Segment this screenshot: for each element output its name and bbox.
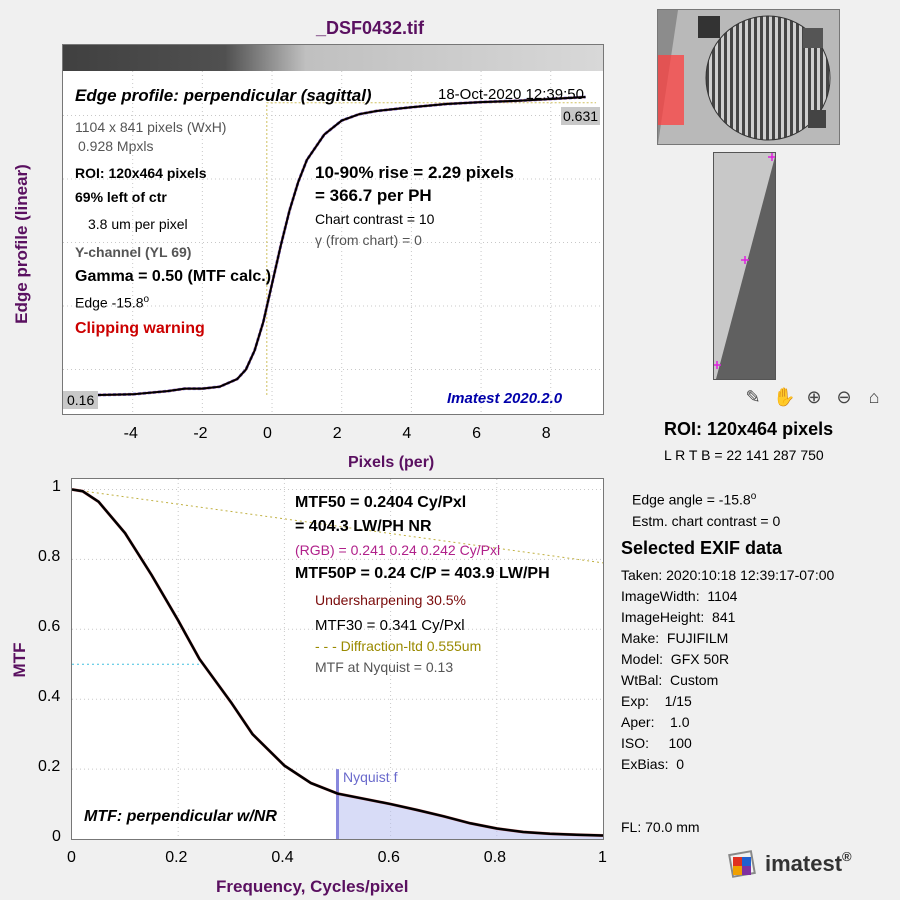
mtf-plot[interactable] <box>71 478 604 840</box>
exif-row: Model: GFX 50R <box>621 651 730 667</box>
edge-xtick-label: 4 <box>402 425 412 442</box>
mtf-ytick-label: 0 <box>52 828 61 845</box>
exif-row: Exp: 1/15 <box>621 693 692 709</box>
mtf-ylabel: MTF <box>10 642 29 678</box>
exif-row: WtBal: Custom <box>621 672 719 688</box>
edge-series-line <box>63 96 586 396</box>
edge-xtick-label: -4 <box>123 425 138 442</box>
imatest-logo-icon <box>728 850 756 878</box>
nyquist-shaded-area <box>337 793 603 839</box>
mtf-diffraction-line <box>72 488 603 564</box>
chart-thumbnail[interactable] <box>657 9 840 145</box>
degree-sup: o <box>143 294 150 305</box>
mtf-xtick-label: 0 <box>67 849 76 866</box>
estm-contrast: Estm. chart contrast = 0 <box>632 513 781 529</box>
mtf-ytick-label: 1 <box>52 478 61 496</box>
zoom-in-icon[interactable]: ⊕ <box>806 387 822 407</box>
exif-row: ImageWidth: 1104 <box>621 588 738 604</box>
chart-contrast: Chart contrast = 10 <box>315 211 435 227</box>
exif-row: Make: FUJIFILM <box>621 630 729 646</box>
roi-strip[interactable] <box>713 152 776 380</box>
edge-angle: Edge angle = -15.8o <box>632 491 756 508</box>
undersharpening: Undersharpening 30.5% <box>315 592 466 608</box>
diffraction-limit: - - - Diffraction-ltd 0.555um <box>315 638 482 654</box>
mtf-xtick-label: 0.2 <box>165 849 188 866</box>
gradient-bar <box>63 45 603 71</box>
gamma-from-chart-text: (from chart) = 0 <box>325 232 422 248</box>
edit-icon[interactable]: ✎ <box>745 387 761 407</box>
exif-heading: Selected EXIF data <box>621 538 783 558</box>
edge-ylabel: Edge profile (linear) <box>12 164 31 324</box>
rise-per-ph: = 366.7 per PH <box>315 186 432 205</box>
gamma-symbol: γ <box>315 232 322 248</box>
clipping-warning: Clipping warning <box>75 320 205 337</box>
logo-text: imatest <box>765 851 843 876</box>
edge-xtick-label: 8 <box>541 425 551 442</box>
um-per-pixel: 3.8 um per pixel <box>88 216 188 232</box>
edge-xlabel: Pixels (per) <box>348 454 435 471</box>
mtf-xlabel: Frequency, Cycles/pixel <box>216 877 409 896</box>
mtf-series-line <box>72 488 603 837</box>
gamma-info: Gamma = 0.50 (MTF calc.) <box>75 268 272 285</box>
mtf-xtick-label: 1 <box>598 849 607 866</box>
exif-row: ImageHeight: 841 <box>621 609 736 625</box>
edge-xtick-label: 0 <box>263 425 272 442</box>
mtf-svg <box>72 479 603 839</box>
mtf-ytick-label: 0.6 <box>38 618 61 636</box>
mtf-xtick-label: 0.4 <box>271 849 294 866</box>
mtf50-rgb: (RGB) = 0.241 0.24 0.242 Cy/Pxl <box>295 542 501 558</box>
pan-icon[interactable]: ✋ <box>773 387 796 407</box>
edge-profile-svg <box>63 71 603 414</box>
nyquist-label: Nyquist f <box>343 769 398 785</box>
edge-xtick-label: 6 <box>472 425 481 442</box>
edge-angle-value: Edge angle = -15.8 <box>632 491 751 508</box>
logo-reg: ® <box>842 849 852 864</box>
mtf-ytick-label: 0.4 <box>38 688 61 706</box>
mtf50p-value: MTF50P = 0.24 C/P = 403.9 LW/PH <box>295 565 550 582</box>
edge-timestamp: 18-Oct-2020 12:39:50 <box>438 86 584 103</box>
edge-angle-sup: o <box>750 491 757 502</box>
imatest-version: Imatest 2020.2.0 <box>447 390 563 407</box>
zoom-out-icon[interactable]: ⊖ <box>836 387 852 407</box>
exif-row: Taken: 2020:10:18 12:39:17-07:00 <box>621 567 835 583</box>
level-low-label: 0.16 <box>63 391 99 409</box>
image-dims: 1104 x 841 pixels (WxH) <box>75 119 227 135</box>
roi-strip-svg <box>714 153 775 379</box>
file-title: _DSF0432.tif <box>315 18 425 38</box>
edge-angle-info: Edge -15.8o <box>75 294 149 311</box>
exif-row: ExBias: 0 <box>621 756 685 772</box>
mtf-xtick-label: 0.6 <box>377 849 400 866</box>
thumbnail-svg <box>658 10 839 144</box>
edge-heading: Edge profile: perpendicular (sagittal) <box>75 86 372 105</box>
mtf-heading: MTF: perpendicular w/NR <box>84 808 277 825</box>
exif-row: ISO: 100 <box>621 735 692 751</box>
edge-xtick-label: 2 <box>332 425 342 442</box>
exif-fl: FL: 70.0 mm <box>621 819 700 835</box>
roi-title: ROI: 120x464 pixels <box>664 419 834 439</box>
edge-xtick-label: -2 <box>193 425 208 442</box>
edge-angle-text: Edge -15.8 <box>75 294 144 311</box>
mtf-ytick-label: 0.2 <box>38 758 61 776</box>
mtf-ytick-label: 0.8 <box>38 548 61 566</box>
rise-distance: 10-90% rise = 2.29 pixels <box>315 163 514 182</box>
home-icon[interactable]: ⌂ <box>868 387 880 407</box>
mtf-xtick-label: 0.8 <box>483 849 507 866</box>
megapixels: 0.928 Mpxls <box>78 138 154 154</box>
gamma-from-chart: γ (from chart) = 0 <box>315 232 422 248</box>
mtf50-value: MTF50 = 0.2404 Cy/Pxl <box>295 494 467 511</box>
roi-position: 69% left of ctr <box>75 189 167 205</box>
roi-coords: L R T B = 22 141 287 750 <box>664 447 824 463</box>
roi-info: ROI: 120x464 pixels <box>75 165 207 181</box>
edge-profile-plot[interactable] <box>62 44 604 415</box>
exif-row: Aper: 1.0 <box>621 714 690 730</box>
mtf30-value: MTF30 = 0.341 Cy/Pxl <box>315 617 465 634</box>
edge-reference-line <box>266 102 597 395</box>
mtf50-lwph: = 404.3 LW/PH NR <box>295 518 432 535</box>
mtf-at-nyquist: MTF at Nyquist = 0.13 <box>315 659 454 675</box>
channel-info: Y-channel (YL 69) <box>75 244 192 260</box>
imatest-logo: imatest ® <box>727 849 877 881</box>
level-high-label: 0.631 <box>561 107 601 125</box>
